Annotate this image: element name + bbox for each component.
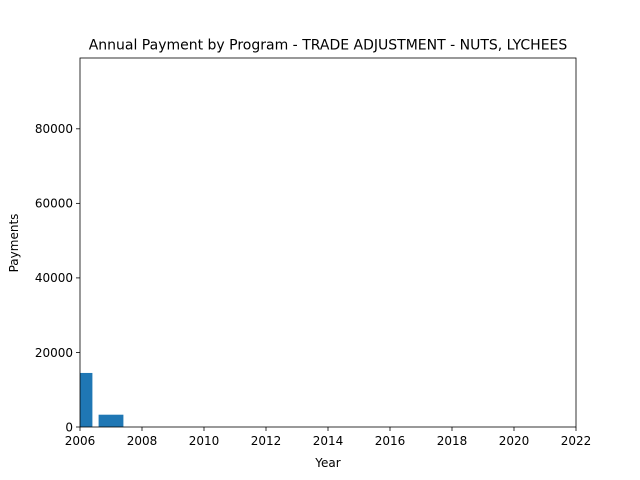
x-tick-label: 2022 — [561, 434, 592, 448]
x-tick-label: 2008 — [127, 434, 158, 448]
x-tick-label: 2012 — [251, 434, 282, 448]
y-axis: 0 20000 40000 60000 80000 — [35, 122, 80, 434]
y-tick-label: 20000 — [35, 346, 73, 360]
x-tick-label: 2020 — [499, 434, 530, 448]
x-tick-label: 2016 — [375, 434, 406, 448]
y-axis-label: Payments — [7, 214, 21, 273]
y-tick-label: 40000 — [35, 271, 73, 285]
x-axis: 2006 2008 2010 2012 2014 2016 2018 2020 2022 — [65, 427, 592, 448]
x-tick-label: 2014 — [313, 434, 344, 448]
bars-layer — [80, 372, 124, 427]
x-axis-label: Year — [314, 456, 340, 470]
y-tick-label: 80000 — [35, 122, 73, 136]
x-tick-label: 2018 — [437, 434, 468, 448]
bar-2007 — [98, 414, 124, 427]
y-tick-label: 60000 — [35, 197, 73, 211]
x-tick-label: 2006 — [65, 434, 96, 448]
chart-title: Annual Payment by Program - TRADE ADJUST… — [89, 38, 568, 54]
y-tick-label: 0 — [65, 420, 73, 434]
plot-frame — [79, 57, 577, 428]
x-tick-label: 2010 — [189, 434, 220, 448]
bar-2006 — [80, 372, 93, 427]
plot-area: 2006 2008 2010 2012 2014 2016 2018 2020 2022 020… — [35, 57, 592, 448]
